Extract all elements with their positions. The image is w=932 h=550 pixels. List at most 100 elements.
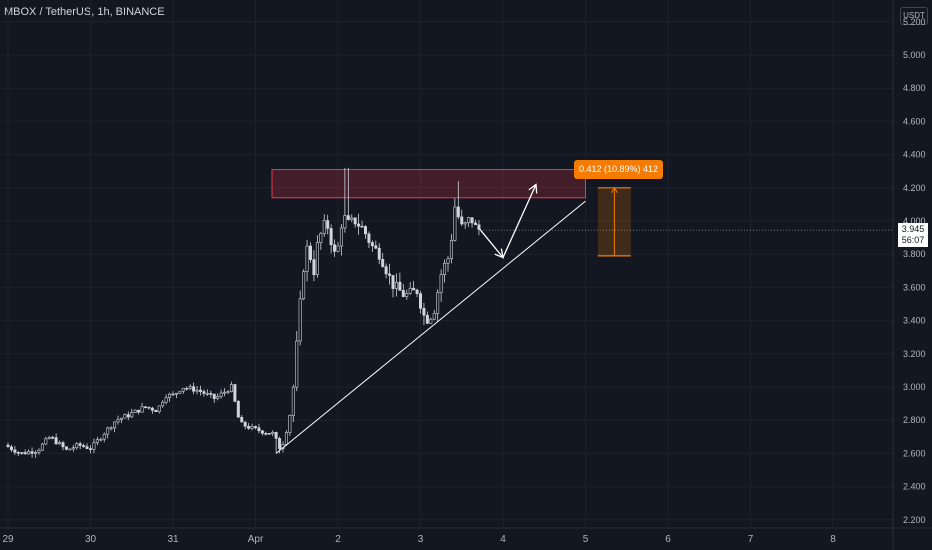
candle-body (226, 391, 230, 393)
candle-body (254, 426, 258, 429)
candle-body (68, 448, 72, 451)
price-tick-label: 2.600 (903, 448, 926, 458)
candle-body (119, 417, 123, 420)
candle-body (381, 259, 385, 267)
candle-body (353, 217, 357, 225)
price-tick-label: 3.800 (903, 249, 926, 259)
candle-body (456, 206, 460, 218)
candle-body (315, 242, 319, 276)
candle-body (116, 419, 120, 423)
candle-body (443, 262, 447, 276)
candle-body (302, 271, 306, 300)
candle-body (89, 448, 93, 450)
candle-body (240, 416, 244, 423)
candle-body (446, 258, 450, 264)
price-tick-label: 4.000 (903, 216, 926, 226)
price-tick-label: 3.600 (903, 282, 926, 292)
time-tick-label: Apr (248, 534, 264, 545)
candle-body (6, 444, 10, 448)
candle-body (374, 245, 378, 249)
candle-body (130, 412, 134, 418)
price-tick-label: 2.400 (903, 482, 926, 492)
candle-body (247, 425, 251, 429)
candle-body (61, 442, 65, 448)
candle-body (178, 390, 182, 394)
candle-body (467, 217, 471, 224)
candle-body (350, 217, 354, 220)
candle-body (212, 393, 216, 399)
candle-body (264, 433, 268, 435)
candle-body (219, 392, 223, 397)
candle-body (164, 397, 168, 403)
candle-body (278, 438, 282, 449)
candle-body (339, 227, 343, 247)
candle-body (470, 217, 474, 224)
candle-body (71, 447, 75, 450)
candle-body (384, 266, 388, 275)
candle-body (168, 393, 172, 399)
candle-body (54, 437, 58, 445)
candle-body (27, 451, 31, 455)
price-tick-label: 5.200 (903, 17, 926, 27)
time-axis[interactable]: 29 30 31 Apr 2 3 4 5 6 7 8 (0, 527, 932, 545)
candle-body (312, 259, 316, 276)
candle-body (147, 406, 151, 409)
price-axis[interactable]: 2.200 2.400 2.600 2.800 3.000 3.200 3.400 3.600… (892, 0, 926, 550)
candle-body (185, 387, 189, 390)
candle-body (40, 443, 44, 451)
candle-body (161, 401, 165, 407)
candle-body (23, 452, 27, 455)
candle-body (425, 314, 429, 324)
candle-body (58, 442, 62, 445)
candle-body (388, 273, 392, 276)
drawing-layer[interactable] (275, 183, 893, 454)
candle-body (229, 384, 233, 392)
candle-body (429, 318, 433, 324)
price-tick-label: 4.800 (903, 83, 926, 93)
candle-body (326, 220, 330, 229)
candle-body (16, 452, 20, 454)
candle-body (174, 392, 178, 395)
candle-body (453, 206, 457, 241)
candle-body (123, 414, 127, 419)
candle-body (92, 442, 96, 450)
candle-body (346, 215, 350, 220)
time-tick-label: 5 (583, 534, 589, 545)
time-tick-label: 2 (335, 534, 341, 545)
candle-body (209, 393, 213, 395)
candle-body (44, 438, 48, 445)
last-price-value: 3.945 (901, 224, 925, 234)
candle-body (460, 216, 464, 225)
candle-body (236, 401, 240, 418)
last-price-badge: 3.945 56:07 (898, 223, 928, 247)
time-tick-label: 7 (748, 534, 754, 545)
price-tick-label: 4.400 (903, 150, 926, 160)
candle-body (99, 438, 103, 441)
resistance-zone[interactable] (271, 169, 586, 199)
candle-body (171, 393, 175, 396)
candle-body (274, 431, 278, 439)
support-trendline[interactable] (275, 200, 586, 454)
candle-body (9, 446, 13, 451)
candle-body (322, 220, 326, 234)
candle-body (216, 396, 220, 399)
candle-body (408, 287, 412, 294)
candle-body (95, 439, 99, 444)
candle-body (85, 446, 89, 449)
candle-body (357, 223, 361, 227)
currency-button[interactable]: USDT (900, 7, 928, 25)
price-tick-label: 3.400 (903, 316, 926, 326)
candle-body (418, 293, 422, 309)
candle-body (391, 275, 395, 289)
price-tick-label: 2.800 (903, 415, 926, 425)
projection-arrow-head-down (494, 248, 504, 259)
candle-body (106, 427, 110, 435)
candle-body (109, 427, 113, 430)
price-tick-label: 5.000 (903, 50, 926, 60)
candle-body (363, 226, 367, 235)
chart-title: MBOX / TetherUS, 1h, BINANCE (4, 6, 165, 18)
grid-lines (0, 0, 893, 528)
candle-body (291, 386, 295, 416)
price-tick-label: 2.200 (903, 515, 926, 525)
